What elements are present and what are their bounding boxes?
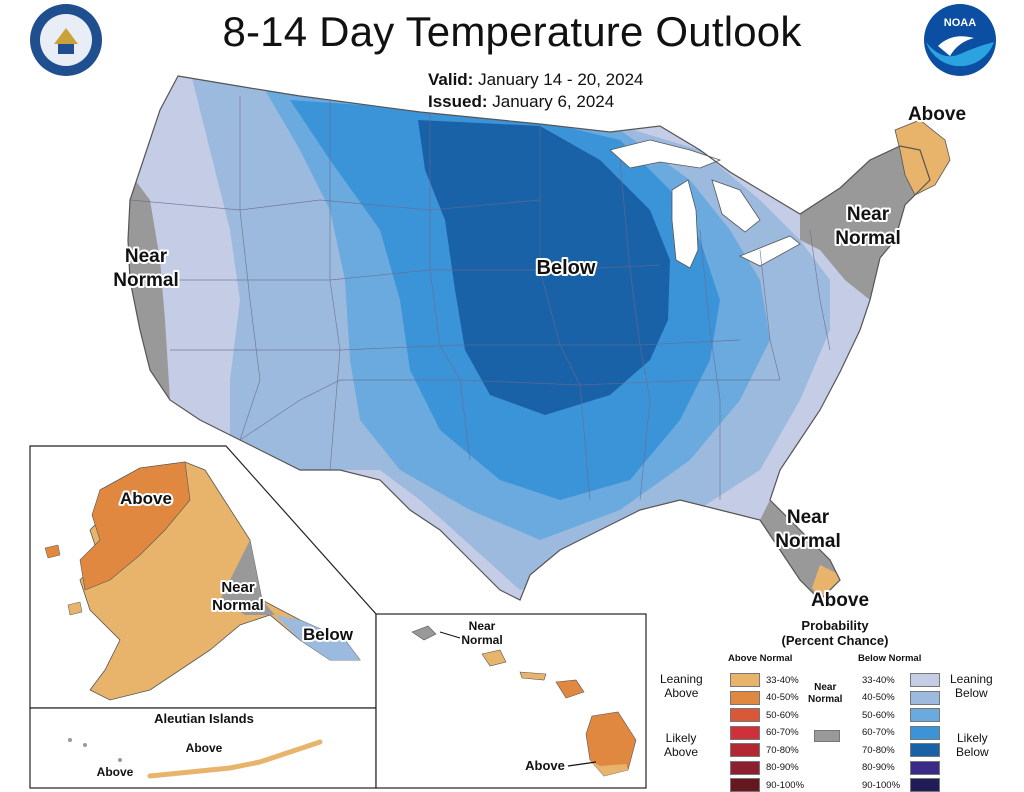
legend-above-swatch [730,708,760,722]
lake-superior [609,139,722,169]
issued-value: January 6, 2024 [492,92,615,111]
legend-below-swatch [910,690,940,705]
aleutian-title: Aleutian Islands [154,711,254,726]
legend-below-header: Below Normal [858,653,922,664]
legend-below-swatch [910,725,940,740]
valid-label: Valid: [428,70,474,89]
legend-likely-above: Likely Above [664,731,699,759]
legend-above-range: 90-100% [766,779,805,791]
legend-below-range: 80-90% [862,762,895,773]
west-near-label-1: Near [125,246,168,267]
legend-below-range: 70-80% [862,744,895,756]
conus-below-label: Below [537,257,596,279]
fl-near-label-1: Near [787,507,830,528]
issued-date: Issued: January 6, 2024 [428,92,614,112]
legend-above-row: 70-80% [726,743,799,757]
fl-above-label: Above [811,590,869,611]
legend-above-row: 60-70% [726,725,799,740]
legend-below-range: 90-100% [862,779,901,791]
legend-below-swatch [910,760,940,775]
ak-near-label-1: Near [221,579,255,596]
legend-title-1: Probability [801,618,869,633]
legend-title: Probability (Percent Chance) [735,618,935,648]
legend-likely-below: Likely Below [956,731,989,759]
hawaii-inset [375,613,647,789]
legend-title-2: (Percent Chance) [781,633,889,648]
commerce-seal-logo [30,4,102,76]
ne-above-label: Above [908,104,966,125]
legend-below-row: 40-50% [862,690,940,705]
legend-below-row: 33-40% [862,673,940,687]
valid-value: January 14 - 20, 2024 [478,70,644,89]
aleutian-above-label-1: Above [186,741,223,755]
noaa-logo-text: NOAA [944,17,976,29]
legend-below-range: 50-60% [862,709,895,721]
legend-above-swatch [730,725,760,740]
legend-below-swatch [910,673,940,687]
ne-near-label-1: Near [847,204,890,225]
legend-near-normal-swatch [814,730,840,742]
valid-dates: Valid: January 14 - 20, 2024 [428,70,644,90]
west-near-label-2: Normal [113,270,178,291]
legend-above-row: 50-60% [726,708,799,722]
legend-below-row: 80-90% [862,760,940,775]
below-70-80-zone [418,120,670,415]
legend-above-range: 60-70% [766,727,799,738]
legend-above-row: 33-40% [726,673,799,687]
legend-above-swatch [730,778,760,792]
legend-above-range: 40-50% [766,692,799,703]
legend-below-range: 40-50% [862,692,895,703]
legend-leaning-below: Leaning Below [950,672,993,700]
state-lines [129,96,831,501]
legend-below-swatch [910,708,940,722]
west-near-normal-zone [128,160,170,400]
noaa-logo: NOAA [924,4,996,76]
hi-near-label-2: Normal [461,633,502,647]
ak-below-label: Below [303,625,354,644]
lake-michigan [671,179,699,269]
legend-below-row: 60-70% [862,725,940,740]
legend-above-range: 33-40% [766,674,799,686]
legend-near-normal: Near Normal [808,682,843,705]
fl-near-label-2: Normal [775,531,840,552]
issued-label: Issued: [428,92,488,111]
alaska-inset [29,445,377,709]
legend-below-swatch [910,778,940,792]
legend-below-row: 90-100% [862,778,940,792]
legend-above-swatch [730,743,760,757]
legend-leaning-above: Leaning Above [660,672,703,700]
ne-near-label-2: Normal [835,228,900,249]
northeast-near-normal-zone [800,146,930,300]
legend-above-range: 70-80% [766,744,799,756]
legend-above-row: 40-50% [726,690,799,705]
legend-below-range: 60-70% [862,727,895,738]
lake-erie [739,235,801,267]
ak-above-label: Above [120,489,172,508]
hi-near-label-1: Near [469,619,496,633]
lake-huron [711,179,761,233]
conus-outline [127,75,931,601]
page-title: 8-14 Day Temperature Outlook [222,8,802,55]
hi-above-label: Above [525,758,565,773]
legend-above-swatch [730,690,760,705]
ak-near-label-2: Normal [212,597,264,614]
legend-below-range: 33-40% [862,674,895,686]
legend-above-swatch [730,760,760,775]
legend-below-row: 50-60% [862,708,940,722]
legend-above-row: 80-90% [726,760,799,775]
aleutian-above-label-2: Above [97,765,134,779]
legend-above-swatch [730,673,760,687]
legend-above-range: 50-60% [766,709,799,721]
legend-below-swatch [910,743,940,757]
aleutian-inset [29,707,377,789]
legend-above-header: Above Normal [728,653,793,664]
legend-below-row: 70-80% [862,743,940,757]
legend-above-row: 90-100% [726,778,804,792]
legend-above-range: 80-90% [766,762,799,773]
